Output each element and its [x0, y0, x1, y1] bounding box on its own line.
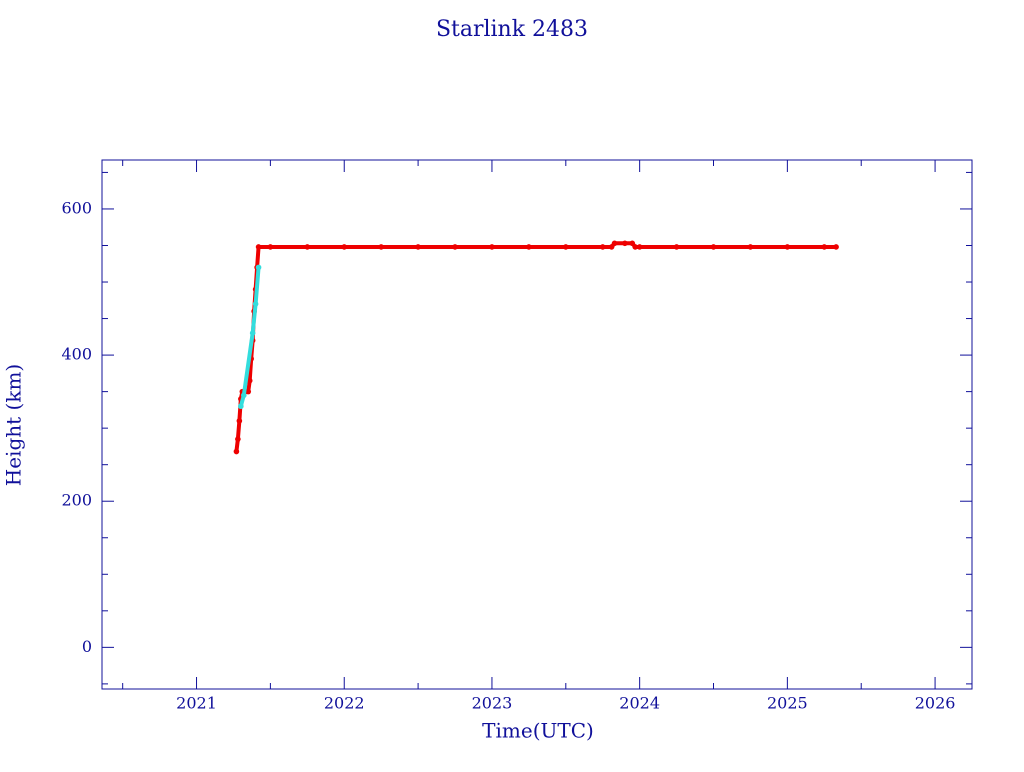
y-tick-label: 600: [61, 198, 92, 217]
point: [784, 244, 791, 250]
y-tick-label: 200: [61, 491, 92, 510]
point: [673, 244, 680, 250]
point: [833, 244, 839, 250]
point: [249, 330, 256, 336]
point: [489, 244, 495, 250]
point: [236, 418, 243, 424]
point: [240, 392, 247, 399]
point: [255, 264, 262, 271]
point: [415, 244, 421, 250]
y-tick-label: 0: [82, 637, 92, 656]
point: [341, 244, 348, 250]
point: [632, 244, 639, 250]
point: [233, 448, 240, 455]
point: [255, 244, 262, 250]
x-tick-label: 2024: [619, 694, 660, 713]
point: [636, 244, 643, 250]
point: [452, 244, 458, 250]
point: [245, 388, 252, 395]
x-tick-label: 2021: [176, 694, 217, 713]
y-axis-label: Height (km): [2, 364, 26, 486]
point: [526, 244, 532, 250]
point: [252, 301, 259, 307]
point: [238, 403, 244, 410]
plot-frame: [101, 159, 973, 690]
point: [710, 244, 717, 250]
point: [563, 244, 569, 250]
point: [599, 244, 606, 250]
x-tick-label: 2025: [767, 694, 808, 713]
point: [267, 244, 274, 250]
x-axis-label: Time(UTC): [482, 719, 594, 743]
point: [821, 244, 828, 250]
chart-title: Starlink 2483: [436, 17, 588, 42]
x-tick-label: 2023: [472, 694, 513, 713]
point: [611, 240, 618, 247]
point: [622, 240, 628, 247]
point: [246, 377, 253, 384]
point: [304, 244, 311, 250]
point: [747, 244, 754, 250]
x-tick-label: 2026: [915, 694, 956, 713]
y-tick-label: 400: [61, 345, 92, 364]
point: [235, 436, 241, 442]
x-tick-label: 2022: [324, 694, 365, 713]
point: [378, 244, 384, 250]
